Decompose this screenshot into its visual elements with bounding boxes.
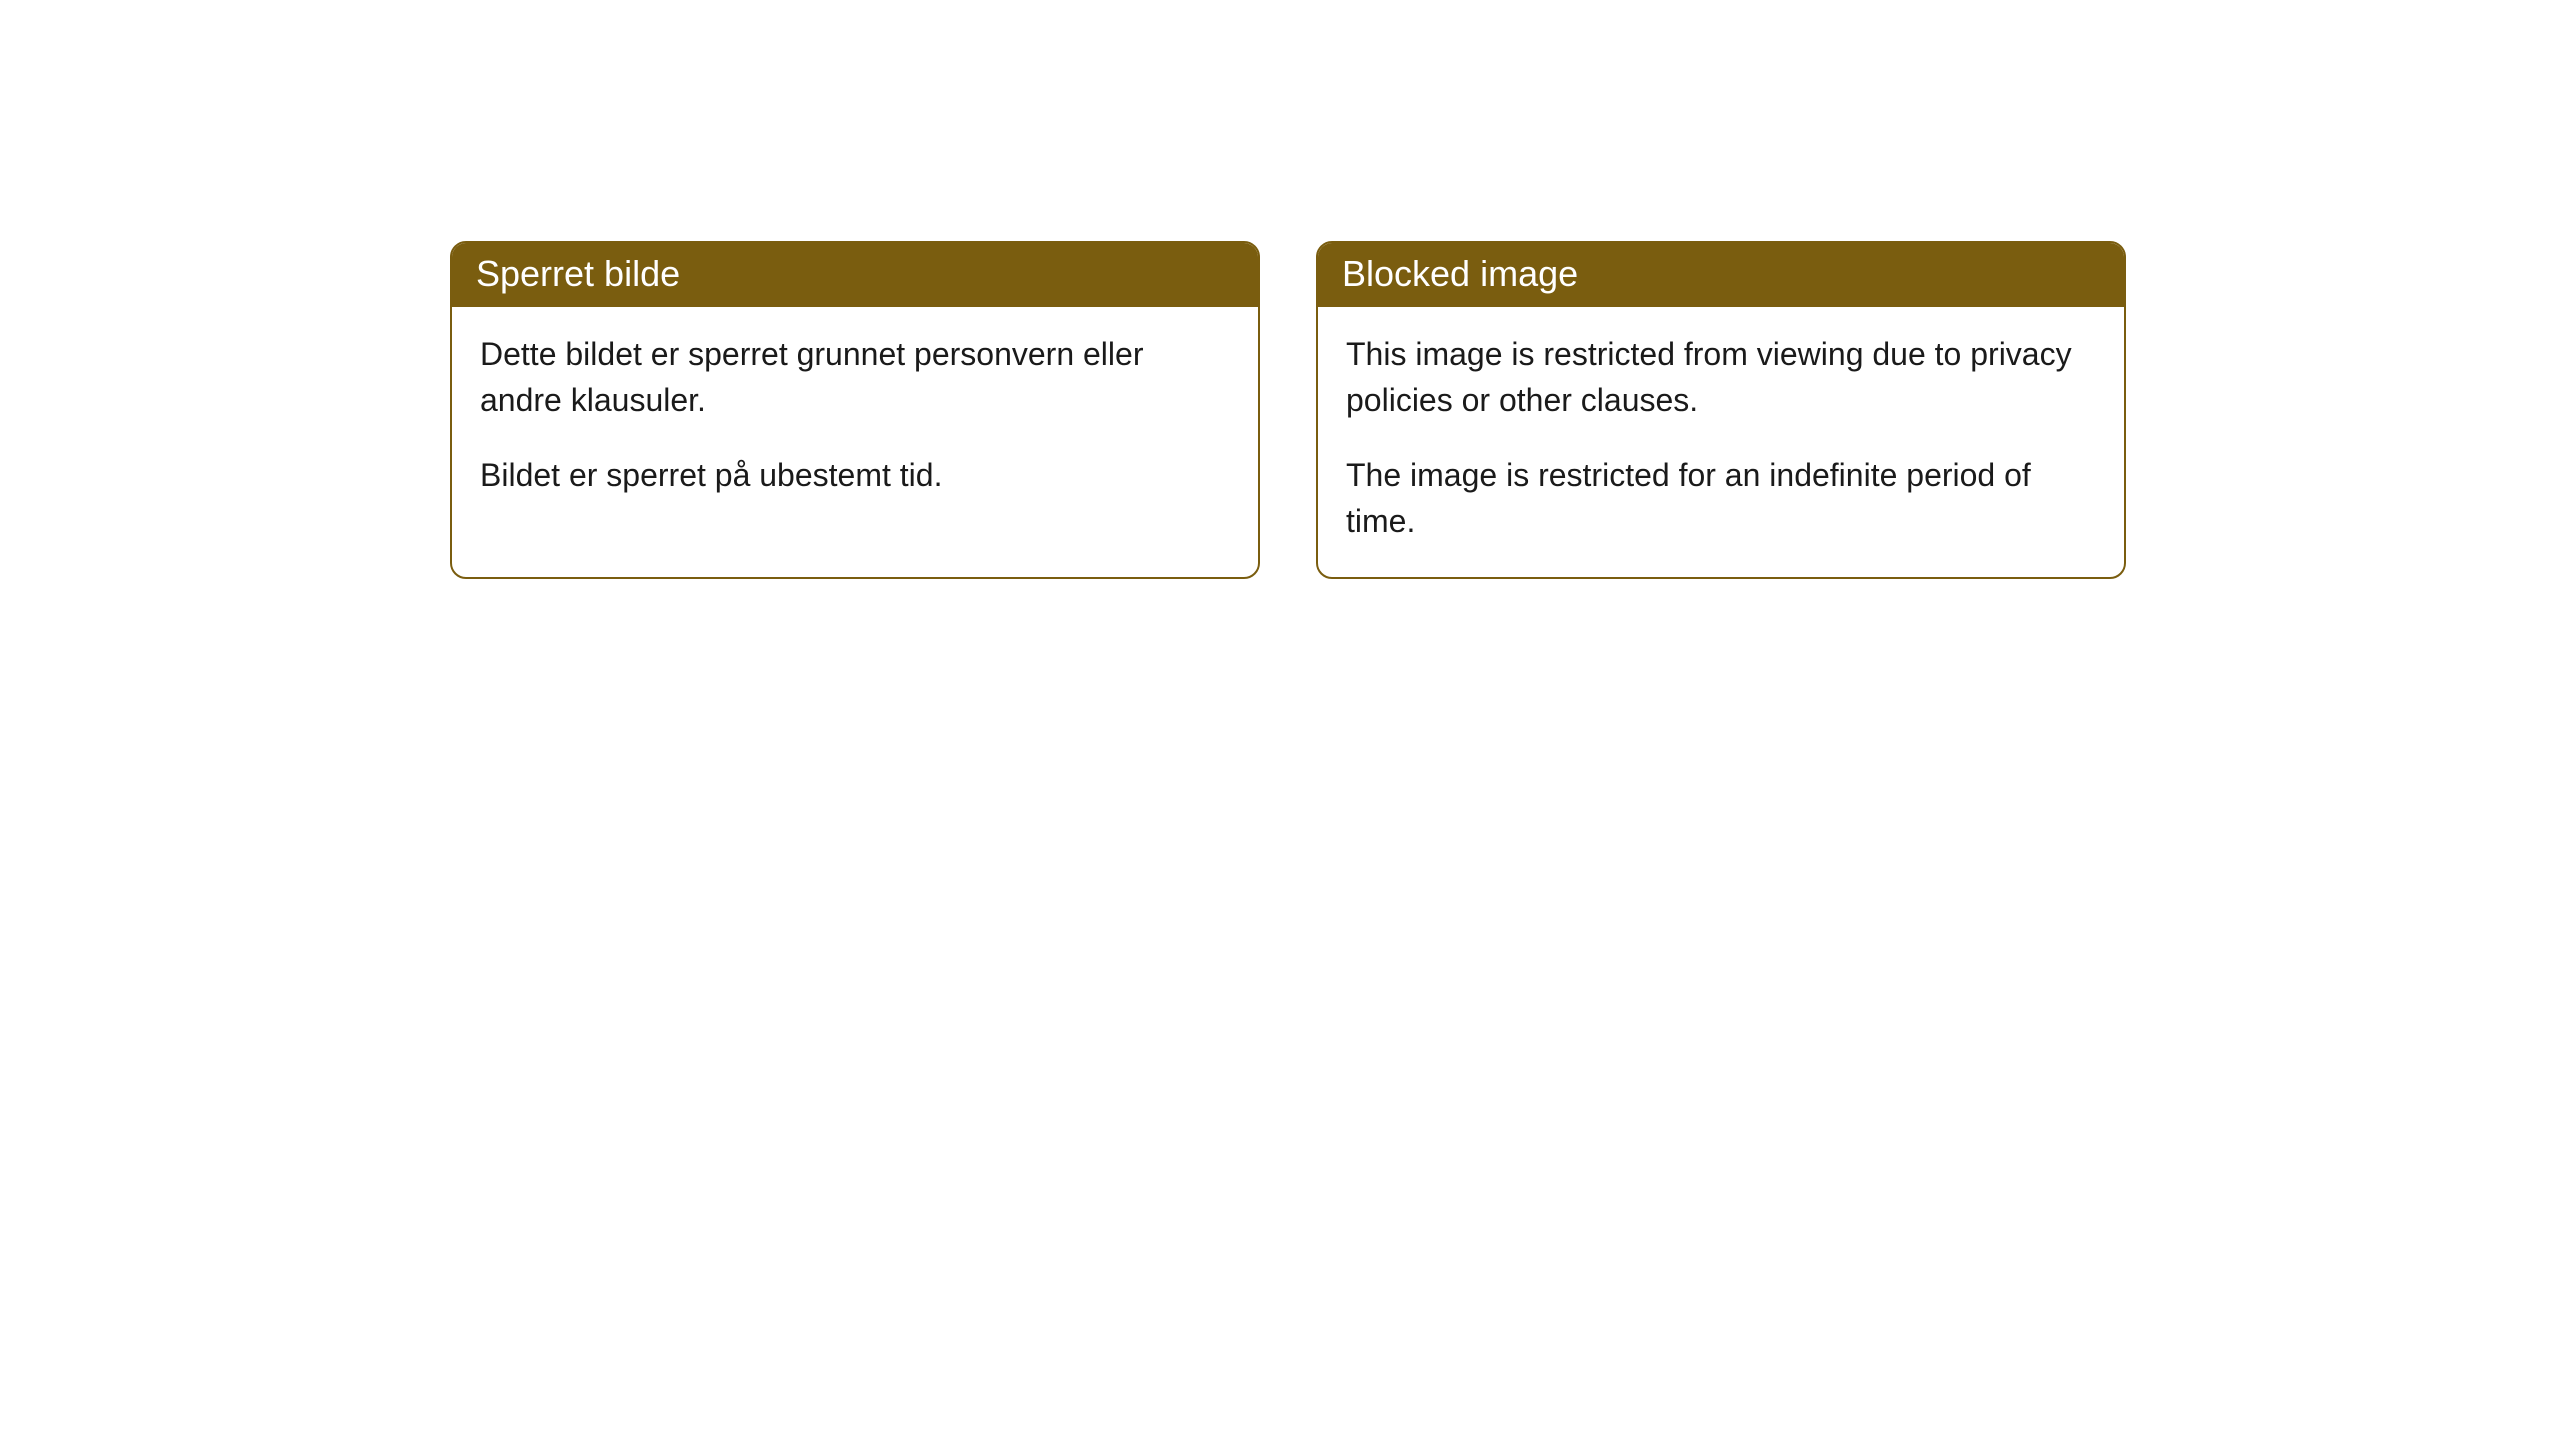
card-paragraph: This image is restricted from viewing du… [1346, 331, 2096, 424]
card-title: Sperret bilde [476, 253, 680, 294]
card-paragraph: Bildet er sperret på ubestemt tid. [480, 452, 1230, 498]
card-title: Blocked image [1342, 253, 1578, 294]
blocked-image-card-english: Blocked image This image is restricted f… [1316, 241, 2126, 579]
card-paragraph: The image is restricted for an indefinit… [1346, 452, 2096, 545]
card-header-norwegian: Sperret bilde [452, 243, 1258, 307]
card-body-norwegian: Dette bildet er sperret grunnet personve… [452, 307, 1258, 530]
card-header-english: Blocked image [1318, 243, 2124, 307]
notice-cards-container: Sperret bilde Dette bildet er sperret gr… [450, 241, 2126, 579]
card-body-english: This image is restricted from viewing du… [1318, 307, 2124, 577]
blocked-image-card-norwegian: Sperret bilde Dette bildet er sperret gr… [450, 241, 1260, 579]
card-paragraph: Dette bildet er sperret grunnet personve… [480, 331, 1230, 424]
